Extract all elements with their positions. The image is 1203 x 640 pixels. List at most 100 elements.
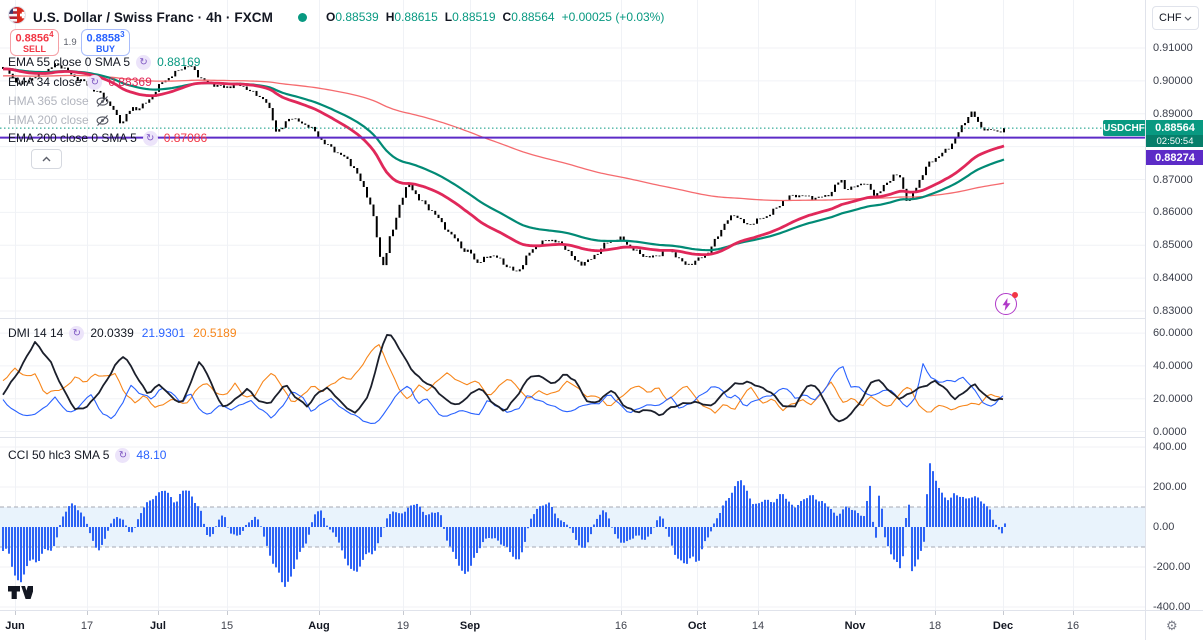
time-tick-label: Jun [5, 620, 25, 632]
price-chart-canvas[interactable] [0, 0, 1145, 610]
indicator-legend-title: EMA 55 close 0 SMA 5 [8, 55, 131, 69]
loader-icon: ↻ [115, 447, 131, 463]
time-axis-settings-gear-icon[interactable]: ⚙ [1166, 617, 1178, 633]
axis-tick-label: 0.90000 [1153, 74, 1193, 87]
open-label: O [326, 10, 336, 24]
axis-tick-label: 40.0000 [1153, 359, 1193, 372]
cci-legend[interactable]: CCI 50 hlc3 SMA 5 ↻ 48.10 [8, 446, 166, 464]
time-tick-mark [758, 611, 759, 615]
ohlc-values: O0.88539 H0.88615 L0.88519 C0.88564 +0.0… [326, 10, 664, 24]
currency-label: CHF [1159, 12, 1182, 24]
dmi-legend-values: 20.0339 21.9301 20.5189 [90, 326, 244, 340]
symbol-flag-icon [8, 5, 26, 29]
axis-tick-label: 0.0000 [1153, 425, 1187, 438]
price-axis[interactable]: CHF 0.88564 02:50:54 0.88274 0.91000 0.90… [1145, 0, 1203, 613]
currency-selector[interactable]: CHF [1152, 6, 1199, 30]
bar-countdown: 02:50:54 [1146, 135, 1203, 147]
lightning-icon [1002, 297, 1010, 311]
time-tick-mark [697, 611, 698, 615]
horizontal-line-price-badge: 0.88274 [1146, 150, 1203, 165]
eye-off-icon[interactable] [95, 114, 110, 127]
dmi-legend[interactable]: DMI 14 14 ↻ 20.0339 21.9301 20.5189 [8, 324, 245, 342]
cci-legend-title: CCI 50 hlc3 SMA 5 [8, 448, 110, 462]
time-axis[interactable]: Jun 17 Jul 15 Aug 19 Sep 16 Oct 14 Nov 18 Dec 16 [0, 610, 1145, 640]
chart-area[interactable]: U.S. Dollar / Swiss Franc · 4h · FXCM O0… [0, 0, 1145, 610]
sell-price: 0.88564 [15, 29, 54, 45]
open-value: 0.88539 [335, 10, 379, 24]
close-value: 0.88564 [511, 10, 555, 24]
indicator-legend-title: HMA 200 close [8, 113, 89, 127]
symbol-title[interactable]: U.S. Dollar / Swiss Franc · 4h · FXCM [33, 9, 273, 25]
time-tick-mark [87, 611, 88, 615]
axis-tick-label: 0.86000 [1153, 206, 1193, 219]
chart-header: U.S. Dollar / Swiss Franc · 4h · FXCM O0… [8, 5, 664, 29]
dmi-legend-title: DMI 14 14 [8, 326, 64, 340]
sell-label: SELL [22, 43, 46, 54]
eye-off-icon[interactable] [95, 95, 110, 108]
indicator-value: 0.88369 [108, 75, 152, 89]
indicator-legend-row[interactable]: HMA 365 close [8, 92, 110, 110]
time-tick-label: Sep [459, 620, 481, 632]
spread-value: 1.9 [63, 37, 77, 48]
time-tick-label: 16 [614, 620, 628, 632]
loader-icon: ↻ [69, 325, 85, 341]
axis-corner: ⚙ [1145, 610, 1203, 640]
axis-tick-label: 0.87000 [1153, 173, 1193, 186]
buy-label: BUY [95, 43, 115, 54]
axis-tick-label: 0.91000 [1153, 42, 1193, 54]
collapse-legends-button[interactable] [31, 149, 62, 169]
cci-value: 48.10 [136, 448, 167, 462]
time-tick-label: Nov [844, 620, 866, 632]
time-tick-label: 16 [1066, 620, 1080, 632]
time-tick-label: 18 [928, 620, 942, 632]
indicator-legend-row[interactable]: EMA 200 close 0 SMA 5 ↻ 0.87086 [8, 129, 207, 147]
time-tick-label: Oct [687, 620, 707, 632]
market-status-dot[interactable] [298, 12, 307, 22]
sell-button[interactable]: 0.88564 SELL [10, 29, 59, 56]
buy-price: 0.88583 [86, 29, 125, 45]
indicator-legend-row[interactable]: EMA 34 close ↻ 0.88369 [8, 73, 152, 91]
axis-tick-label: 400.00 [1153, 441, 1187, 453]
indicator-legend-title: EMA 34 close [8, 75, 82, 89]
close-label: C [502, 10, 512, 24]
indicator-value: 0.87086 [163, 131, 208, 145]
symbol-price-label: USDCHF [1103, 120, 1145, 136]
time-tick-mark [403, 611, 404, 615]
high-label: H [385, 10, 395, 24]
time-tick-label: 14 [751, 620, 765, 632]
time-tick-mark [15, 611, 16, 615]
time-tick-label: Aug [308, 620, 330, 632]
indicator-legend-title: HMA 365 close [8, 94, 89, 108]
indicator-legend-row[interactable]: HMA 200 close [8, 111, 110, 129]
plus-di-value: 21.9301 [141, 326, 186, 340]
change-value: +0.00025 (+0.03%) [561, 10, 665, 24]
minus-di-value: 20.5189 [193, 326, 237, 340]
time-tick-mark [319, 611, 320, 615]
last-price-value: 0.88564 [1155, 121, 1195, 134]
axis-tick-label: 0.85000 [1153, 239, 1193, 252]
low-label: L [444, 10, 453, 24]
time-tick-mark [621, 611, 622, 615]
axis-tick-label: 20.0000 [1153, 392, 1193, 405]
time-tick-mark [158, 611, 159, 615]
loader-icon: ↻ [87, 74, 103, 90]
time-tick-mark [470, 611, 471, 615]
instant-trading-button[interactable] [995, 292, 1018, 315]
buy-button[interactable]: 0.88583 BUY [81, 29, 130, 56]
time-tick-label: 17 [80, 620, 94, 632]
time-tick-label: 19 [396, 620, 410, 632]
indicator-value: 0.88169 [157, 55, 201, 69]
loader-icon: ↻ [136, 54, 152, 70]
time-tick-mark [1003, 611, 1004, 615]
loader-icon: ↻ [142, 130, 158, 146]
time-tick-mark [935, 611, 936, 615]
time-tick-label: Jul [150, 620, 166, 632]
axis-tick-label: 200.00 [1153, 481, 1187, 493]
low-value: 0.88519 [452, 10, 496, 24]
axis-tick-label: 0.84000 [1153, 272, 1193, 285]
time-tick-mark [1073, 611, 1074, 615]
time-tick-mark [227, 611, 228, 615]
indicator-legend-row[interactable]: EMA 55 close 0 SMA 5 ↻ 0.88169 [8, 53, 200, 71]
tradingview-logo[interactable] [8, 586, 33, 609]
